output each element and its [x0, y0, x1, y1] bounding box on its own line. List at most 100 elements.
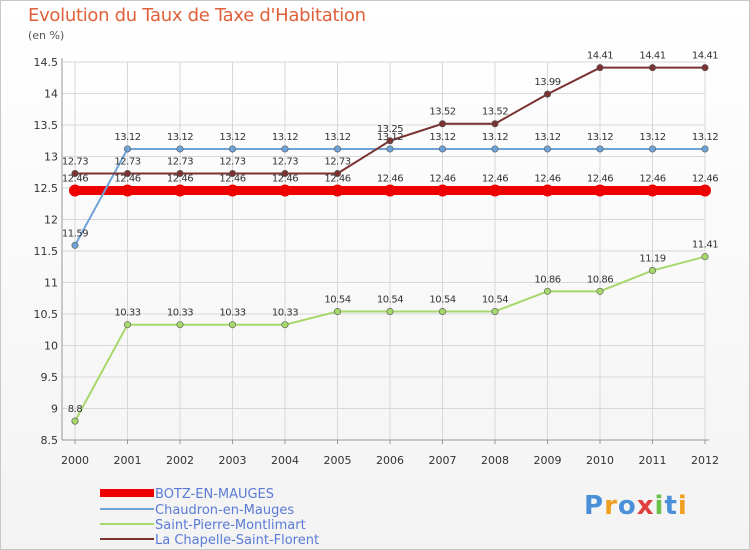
data-label: 13.52: [429, 107, 455, 118]
data-point: [489, 184, 501, 197]
data-point: [596, 64, 604, 72]
data-point: [333, 145, 341, 153]
x-tick-label: 2012: [691, 454, 719, 467]
chart-title: Evolution du Taux de Taxe d'Habitation: [28, 5, 366, 26]
y-tick-label: 12.5: [34, 182, 59, 195]
data-point: [543, 90, 551, 98]
data-point: [386, 307, 394, 315]
data-label: 12.46: [639, 174, 665, 185]
data-point: [333, 170, 341, 178]
y-tick-label: 9.5: [41, 371, 59, 384]
data-label: 10.54: [429, 294, 455, 305]
data-point: [124, 145, 132, 153]
data-label: 13.12: [482, 132, 508, 143]
data-label: 11.59: [62, 228, 88, 239]
data-label: 12.46: [167, 174, 193, 185]
data-label: 12.73: [324, 157, 350, 168]
data-point: [648, 145, 656, 153]
data-point: [386, 137, 394, 145]
data-point: [648, 267, 656, 275]
data-label: 12.46: [377, 174, 403, 185]
x-tick-label: 2007: [429, 454, 457, 467]
y-tick-label: 14: [44, 88, 58, 101]
data-label: 12.46: [272, 174, 298, 185]
data-label: 13.12: [219, 132, 245, 143]
y-tick-label: 10.5: [34, 308, 59, 321]
data-point: [701, 64, 709, 72]
data-label: 13.12: [534, 132, 560, 143]
data-point: [71, 170, 79, 178]
data-point: [438, 307, 446, 315]
data-point: [174, 184, 186, 197]
data-point: [229, 145, 237, 153]
data-label: 12.46: [692, 174, 718, 185]
legend-label: Chaudron-en-Mauges: [155, 503, 294, 518]
y-tick-label: 10: [44, 340, 58, 353]
data-label: 12.73: [272, 157, 298, 168]
data-label: 10.54: [377, 294, 403, 305]
data-label: 10.86: [587, 274, 613, 285]
data-point: [701, 145, 709, 153]
data-point: [176, 145, 184, 153]
data-point: [491, 145, 499, 153]
data-label: 12.46: [219, 174, 245, 185]
data-label: 12.46: [534, 174, 560, 185]
legend-label: Saint-Pierre-Montlimart: [155, 518, 306, 533]
y-tick-label: 11.5: [34, 245, 59, 258]
data-label: 12.46: [587, 174, 613, 185]
data-label: 12.73: [219, 157, 245, 168]
data-label: 13.12: [639, 132, 665, 143]
data-point: [176, 170, 184, 178]
data-point: [176, 321, 184, 329]
data-label: 8.8: [68, 404, 83, 415]
x-tick-label: 2008: [481, 454, 509, 467]
legend-label: BOTZ-EN-MAUGES: [155, 487, 274, 502]
data-label: 12.73: [167, 157, 193, 168]
data-point: [386, 145, 394, 153]
data-point: [541, 184, 554, 197]
data-point: [543, 287, 551, 295]
data-label: 14.41: [639, 51, 665, 62]
data-point: [543, 145, 551, 153]
x-tick-label: 2005: [324, 454, 352, 467]
y-tick-label: 13: [44, 151, 58, 164]
x-tick-label: 2010: [586, 454, 614, 467]
data-point: [438, 120, 446, 128]
data-label: 13.12: [587, 132, 613, 143]
y-tick-label: 11: [44, 277, 58, 290]
data-point: [226, 184, 239, 197]
unit-label: (en %): [28, 29, 65, 42]
data-label: 10.33: [219, 308, 245, 319]
data-point: [699, 184, 711, 197]
data-point: [491, 307, 499, 315]
data-label: 10.86: [534, 274, 560, 285]
x-tick-label: 2001: [114, 454, 142, 467]
data-point: [594, 184, 606, 197]
x-tick-label: 2000: [61, 454, 89, 467]
data-label: 14.41: [692, 51, 718, 62]
y-tick-label: 8.5: [41, 434, 59, 447]
proxiti-logo: Proxiti: [584, 491, 688, 521]
y-tick-label: 13.5: [34, 119, 59, 132]
x-tick-label: 2006: [376, 454, 404, 467]
x-tick-label: 2004: [271, 454, 299, 467]
data-point: [229, 170, 237, 178]
data-point: [281, 145, 289, 153]
x-tick-label: 2011: [639, 454, 667, 467]
data-label: 12.46: [62, 174, 88, 185]
data-point: [648, 64, 656, 72]
data-point: [491, 120, 499, 128]
data-point: [124, 170, 132, 178]
data-point: [69, 184, 81, 197]
data-label: 12.73: [114, 157, 140, 168]
data-label: 13.12: [692, 132, 718, 143]
data-point: [281, 170, 289, 178]
data-label: 10.33: [272, 308, 298, 319]
data-point: [438, 145, 446, 153]
data-label: 10.54: [482, 294, 508, 305]
data-point: [701, 253, 709, 261]
data-point: [281, 321, 289, 329]
data-point: [333, 307, 341, 315]
